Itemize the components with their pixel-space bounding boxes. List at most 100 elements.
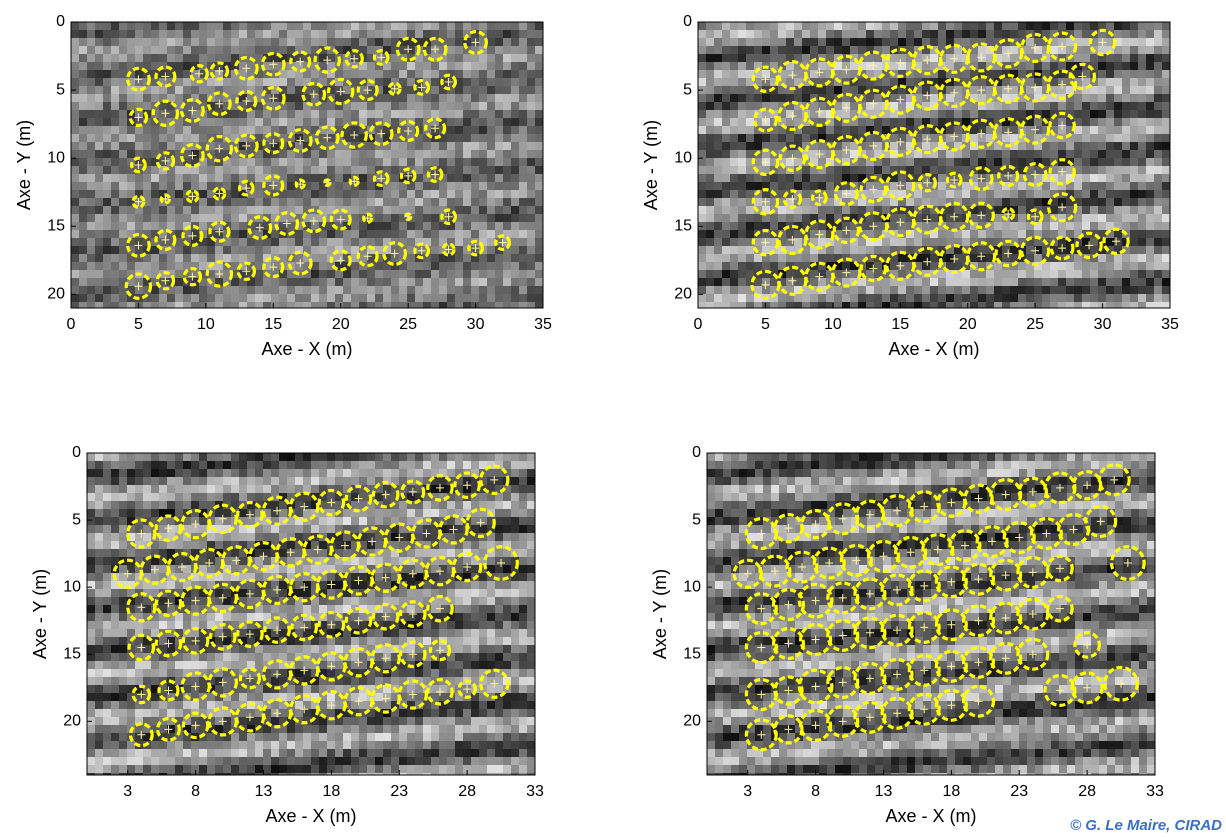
- image-pixel: [119, 86, 128, 95]
- image-pixel: [1066, 134, 1075, 143]
- image-pixel: [826, 198, 835, 207]
- image-pixel: [1058, 86, 1067, 95]
- image-pixel: [479, 238, 488, 247]
- image-pixel: [439, 294, 448, 303]
- image-pixel: [842, 262, 851, 271]
- image-pixel: [279, 493, 288, 502]
- image-pixel: [1002, 166, 1011, 175]
- image-pixel: [511, 94, 520, 103]
- image-pixel: [103, 190, 112, 199]
- image-pixel: [962, 222, 971, 231]
- image-pixel: [986, 174, 995, 183]
- tree-crown: [274, 211, 300, 236]
- image-pixel: [866, 302, 875, 309]
- image-pixel: [479, 198, 488, 207]
- image-pixel: [882, 230, 891, 239]
- image-pixel: [1010, 302, 1019, 309]
- image-pixel: [1162, 126, 1171, 135]
- image-pixel: [95, 286, 104, 295]
- image-pixel: [231, 493, 240, 502]
- image-pixel: [882, 198, 891, 207]
- image-pixel: [463, 453, 472, 462]
- image-pixel: [866, 254, 875, 263]
- image-pixel: [1058, 278, 1067, 287]
- image-pixel: [794, 86, 803, 95]
- image-pixel: [287, 118, 296, 127]
- image-pixel: [698, 54, 707, 63]
- image-pixel: [770, 46, 779, 55]
- image-pixel: [746, 78, 755, 87]
- image-pixel: [255, 222, 264, 231]
- image-pixel: [1074, 38, 1083, 47]
- image-pixel: [1122, 78, 1131, 87]
- image-pixel: [247, 94, 256, 103]
- image-pixel: [167, 30, 176, 39]
- image-pixel: [503, 30, 512, 39]
- image-pixel: [495, 78, 504, 87]
- image-pixel: [1122, 46, 1131, 55]
- image-pixel: [890, 174, 899, 183]
- image-pixel: [391, 78, 400, 87]
- image-pixel: [714, 174, 723, 183]
- image-pixel: [135, 262, 144, 271]
- image-pixel: [471, 182, 480, 191]
- image-pixel: [914, 286, 923, 295]
- image-pixel: [1154, 158, 1163, 167]
- image-pixel: [1106, 294, 1115, 303]
- image-pixel: [722, 78, 731, 87]
- image-pixel: [191, 302, 200, 309]
- image-pixel: [143, 469, 152, 478]
- image-pixel: [135, 30, 144, 39]
- image-pixel: [810, 118, 819, 127]
- image-pixel: [914, 230, 923, 239]
- image-pixel: [890, 22, 899, 31]
- image-pixel: [1026, 134, 1035, 143]
- image-pixel: [1082, 62, 1091, 71]
- image-pixel: [479, 158, 488, 167]
- image-pixel: [439, 238, 448, 247]
- image-pixel: [103, 38, 112, 47]
- image-pixel: [447, 214, 456, 223]
- image-pixel: [746, 102, 755, 111]
- image-pixel: [1114, 54, 1123, 63]
- image-pixel: [383, 134, 392, 143]
- image-pixel: [914, 142, 923, 151]
- image-pixel: [383, 118, 392, 127]
- image-pixel: [327, 134, 336, 143]
- image-pixel: [1002, 134, 1011, 143]
- image-pixel: [279, 254, 288, 263]
- image-pixel: [215, 94, 224, 103]
- image-pixel: [311, 150, 320, 159]
- image-pixel: [343, 126, 352, 135]
- image-pixel: [1106, 70, 1115, 79]
- image-pixel: [730, 270, 739, 279]
- image-pixel: [1042, 222, 1051, 231]
- image-pixel: [922, 174, 931, 183]
- image-pixel: [922, 38, 931, 47]
- image-pixel: [511, 190, 520, 199]
- image-pixel: [930, 94, 939, 103]
- image-pixel: [399, 198, 408, 207]
- image-pixel: [1098, 158, 1107, 167]
- image-pixel: [786, 70, 795, 79]
- image-pixel: [1034, 62, 1043, 71]
- image-pixel: [954, 214, 963, 223]
- image-pixel: [487, 22, 496, 31]
- image-pixel: [487, 182, 496, 191]
- image-pixel: [407, 166, 416, 175]
- image-pixel: [95, 46, 104, 55]
- image-pixel: [946, 158, 955, 167]
- image-pixel: [303, 286, 312, 295]
- image-pixel: [970, 22, 979, 31]
- image-pixel: [295, 238, 304, 247]
- image-pixel: [1154, 222, 1163, 231]
- image-pixel: [770, 22, 779, 31]
- image-pixel: [423, 22, 432, 31]
- image-pixel: [271, 286, 280, 295]
- image-pixel: [1058, 142, 1067, 151]
- image-pixel: [866, 70, 875, 79]
- image-pixel: [175, 134, 184, 143]
- image-pixel: [375, 206, 384, 215]
- image-pixel: [706, 254, 715, 263]
- image-pixel: [922, 286, 931, 295]
